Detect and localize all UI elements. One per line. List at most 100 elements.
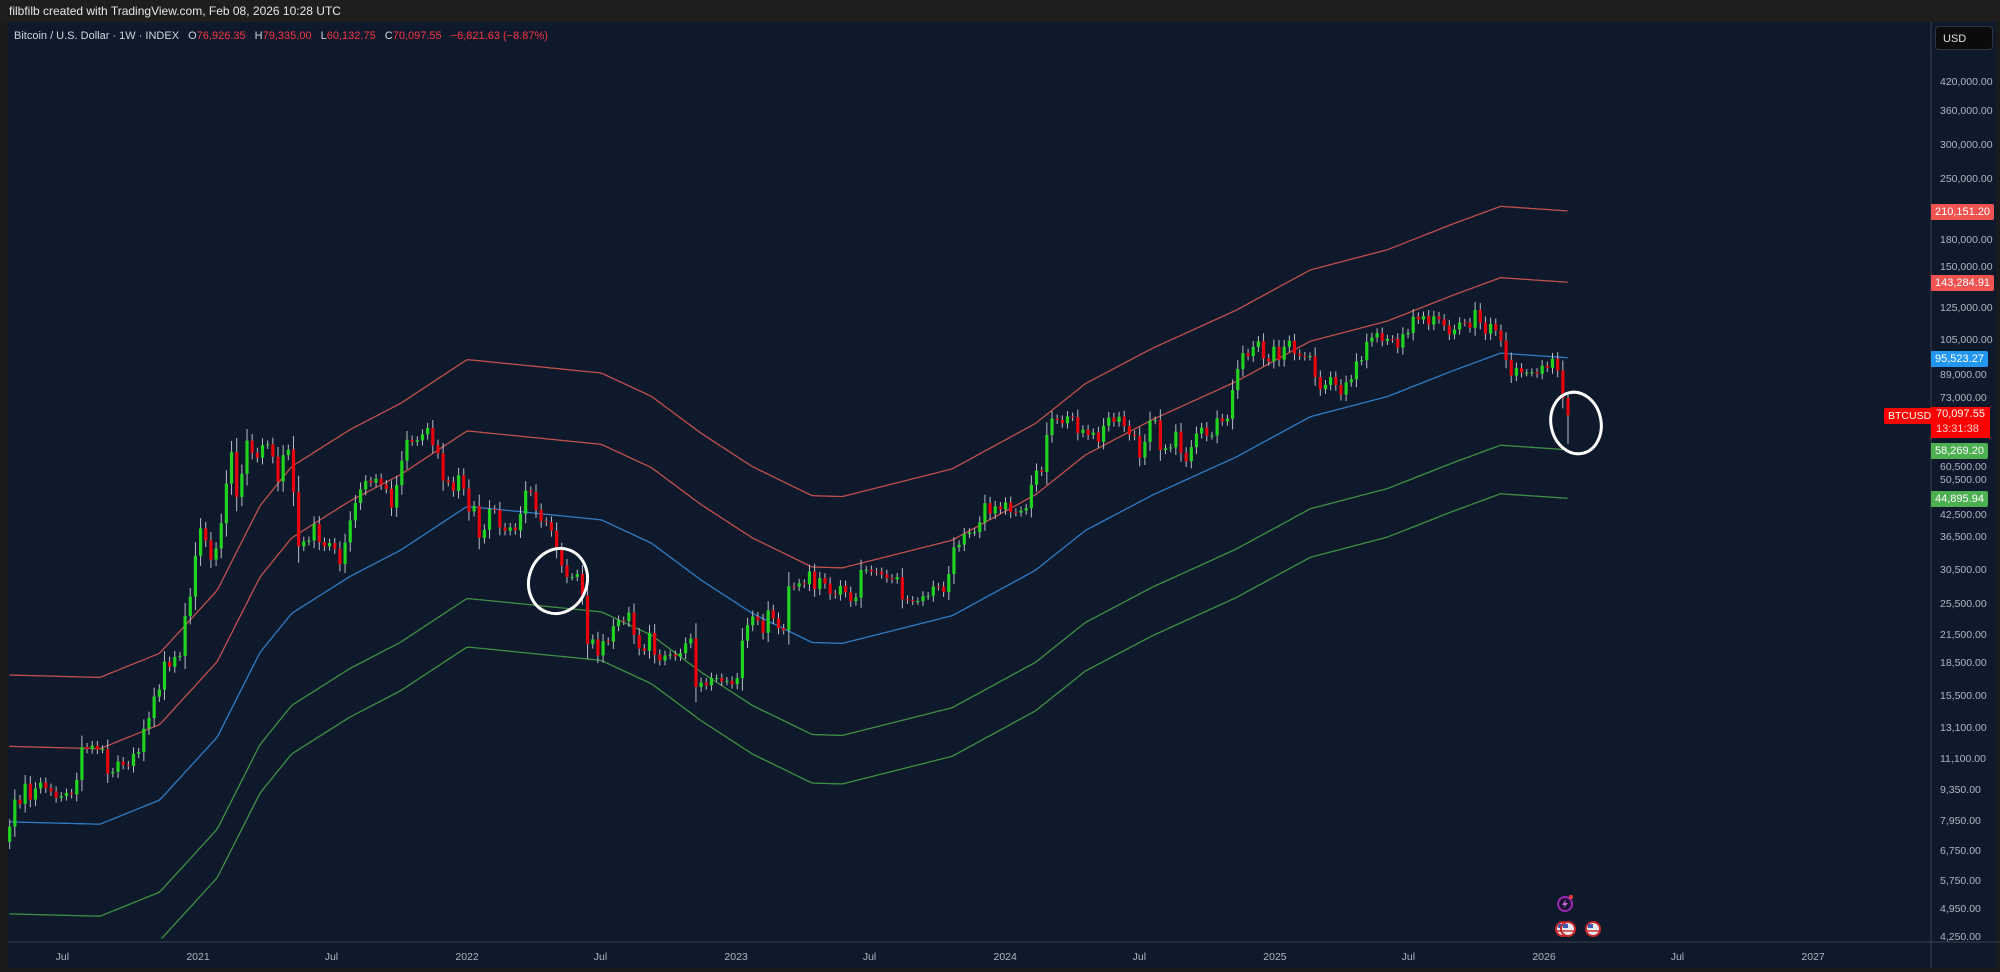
candle-body [616, 620, 621, 627]
candle-body [1303, 355, 1307, 357]
candle-body [1189, 447, 1193, 462]
candle-body [1483, 322, 1488, 334]
candle-body [694, 638, 698, 687]
candle-body [162, 661, 167, 690]
candle-body [751, 616, 755, 626]
candle-body [745, 625, 750, 641]
candle-body [1463, 322, 1467, 324]
candle-body [813, 571, 817, 589]
candle-body [111, 771, 115, 774]
candle-body [80, 747, 84, 780]
candle-body [364, 480, 368, 490]
us-flag-icon[interactable] [1585, 921, 1601, 937]
candle-body [833, 593, 837, 595]
candle-body [369, 480, 373, 483]
candle-body [947, 574, 951, 592]
candle-body [240, 473, 244, 497]
candle-body [1308, 356, 1312, 358]
band-value-label: 143,284.91 [1931, 275, 1995, 292]
candle-body [44, 782, 48, 789]
price-tick-label: 73,000.00 [1940, 392, 1987, 404]
candle-body [90, 745, 94, 750]
candle-body [1298, 353, 1302, 356]
candle-body [358, 489, 363, 503]
candle-body [1003, 502, 1008, 510]
candle-body [911, 600, 915, 602]
event-icons[interactable] [1555, 895, 1601, 937]
candle-body [1112, 417, 1116, 422]
candle-body [1251, 346, 1255, 357]
candle-body [1282, 346, 1286, 360]
open-label: O [188, 30, 197, 42]
candle-body [580, 574, 585, 596]
open-value: 76,926.35 [196, 30, 246, 42]
candle-body [905, 599, 910, 601]
candle-body [1261, 341, 1266, 359]
time-tick-label: Jul [593, 951, 608, 963]
attribution-text: filbfilb created with TradingView.com, F… [9, 4, 341, 18]
candle-body [921, 596, 925, 602]
candle-body [1292, 340, 1297, 354]
price-tick-label: 105,000.00 [1940, 334, 1993, 347]
candle-body [1396, 339, 1400, 348]
candle-body [1122, 416, 1126, 427]
candle-body [797, 583, 801, 587]
candle-body [446, 480, 450, 483]
candle-body [13, 799, 17, 827]
lightning-event-icon[interactable] [1557, 895, 1573, 912]
candle-body [456, 475, 461, 491]
candle-body [1194, 433, 1199, 448]
currency-button[interactable]: USD [1935, 26, 1993, 50]
candle-body [1179, 431, 1183, 453]
candle-body [1447, 325, 1451, 335]
candle-body [1040, 470, 1044, 473]
time-tick-label: 2026 [1532, 951, 1556, 963]
candle-body [100, 749, 105, 751]
change-value: −6,821.63 (−8.87%) [450, 30, 548, 42]
candle-body [1442, 319, 1446, 326]
candle-body [998, 506, 1002, 510]
candle-body [962, 534, 966, 545]
candle-body [1086, 429, 1090, 435]
candle-body [503, 527, 507, 531]
time-tick-label: 2022 [455, 951, 479, 963]
candle-body [776, 618, 781, 629]
chart-panel[interactable] [8, 22, 1996, 968]
candle-body [518, 513, 523, 531]
candle-body [400, 460, 404, 486]
candle-body [1210, 435, 1214, 437]
candle-body [173, 656, 177, 667]
candle-body [1096, 432, 1101, 442]
candle-body [699, 682, 703, 687]
candle-body [1519, 368, 1524, 373]
candle-body [8, 826, 12, 842]
candle-body [895, 577, 899, 580]
candle-body [1313, 356, 1317, 378]
candle-body [1550, 358, 1555, 368]
candle-body [1153, 420, 1157, 422]
candle-body [936, 586, 941, 588]
candle-body [849, 592, 853, 602]
annotation-circle-2022 [527, 546, 589, 616]
candle-body [931, 586, 935, 596]
candle-body [684, 643, 688, 654]
candle-body [1494, 323, 1498, 331]
candle-body [1329, 377, 1333, 385]
price-tick-label: 150,000.00 [1940, 261, 1993, 274]
candle-body [183, 616, 187, 656]
time-tick-label: Jul [1132, 951, 1147, 963]
price-tick-label: 5,750.00 [1940, 874, 1981, 887]
price-tick-label: 7,950.00 [1940, 814, 1981, 827]
candle-body [1024, 508, 1028, 511]
candle-body [1014, 512, 1018, 514]
candle-body [1205, 427, 1209, 436]
candle-body [663, 655, 667, 661]
candle-body [1344, 382, 1348, 395]
us-flag-icon[interactable] [1560, 921, 1576, 937]
time-tick-label: Jul [862, 951, 877, 963]
price-tick-label: 36,500.00 [1940, 530, 1987, 543]
high-value: 79,335.00 [262, 30, 312, 42]
candle-body [168, 661, 172, 667]
price-tick-label: 25,500.00 [1940, 597, 1987, 610]
